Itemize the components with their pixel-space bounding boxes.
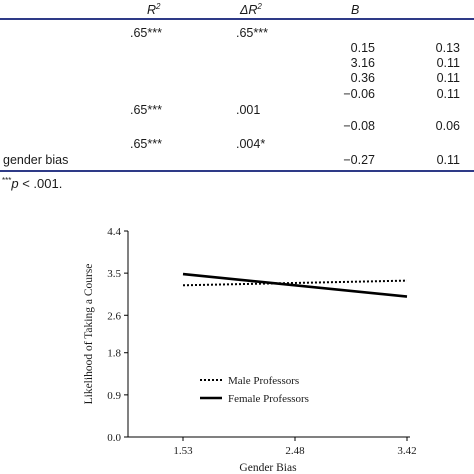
cell-se: 0.06 xyxy=(435,119,460,133)
cell-delta-r2: .004* xyxy=(236,137,266,151)
x-axis-title: Gender Bias xyxy=(239,462,297,474)
y-tick-label: 2.6 xyxy=(107,310,121,322)
y-tick-label: 0.9 xyxy=(107,390,121,402)
regression-table: R2 ΔR2 B .65*** .65*** 0.15 0.13 3.16 0.11 0.3… xyxy=(0,0,474,200)
cell-r2: .65*** xyxy=(130,26,162,40)
cell-se: 0.11 xyxy=(436,56,460,70)
cell-se: 0.13 xyxy=(435,41,460,55)
y-tick-label: 4.4 xyxy=(107,226,121,238)
cell-delta-r2: .001 xyxy=(236,103,261,117)
row-label: gender bias xyxy=(3,153,69,167)
cell-se: 0.11 xyxy=(436,153,460,167)
cell-b: −0.27 xyxy=(343,153,375,167)
cell-b: 0.15 xyxy=(350,41,375,55)
header-r2: R2 xyxy=(147,2,161,18)
y-tick-label: 1.8 xyxy=(107,348,121,360)
y-axis-title: Likelihood of Taking a Course xyxy=(83,264,95,405)
table-note: ***p < .001. xyxy=(2,176,63,191)
header-b: B xyxy=(351,3,360,17)
table-bottom-rule xyxy=(0,170,474,172)
table-top-rule xyxy=(0,18,474,20)
cell-r2: .65*** xyxy=(130,103,162,117)
x-tick-label: 3.42 xyxy=(397,445,416,457)
legend-label: Male Professors xyxy=(228,375,299,387)
legend-label: Female Professors xyxy=(228,393,309,405)
cell-b: 3.16 xyxy=(350,56,375,70)
cell-b: −0.06 xyxy=(343,87,375,101)
x-tick-label: 2.48 xyxy=(285,445,305,457)
y-tick-label: 3.5 xyxy=(107,268,121,280)
series-male-professors-line xyxy=(182,279,408,287)
y-tick-label: 0.0 xyxy=(107,432,121,444)
cell-se: 0.11 xyxy=(436,87,460,101)
cell-r2: .65*** xyxy=(130,137,162,151)
cell-b: 0.36 xyxy=(350,71,375,85)
x-tick-label: 1.53 xyxy=(173,445,193,457)
series-female-professors-line xyxy=(182,272,408,298)
cell-delta-r2: .65*** xyxy=(236,26,268,40)
cell-b: −0.08 xyxy=(343,119,375,133)
cell-se: 0.11 xyxy=(436,71,460,85)
header-delta-r2: ΔR2 xyxy=(240,2,262,18)
